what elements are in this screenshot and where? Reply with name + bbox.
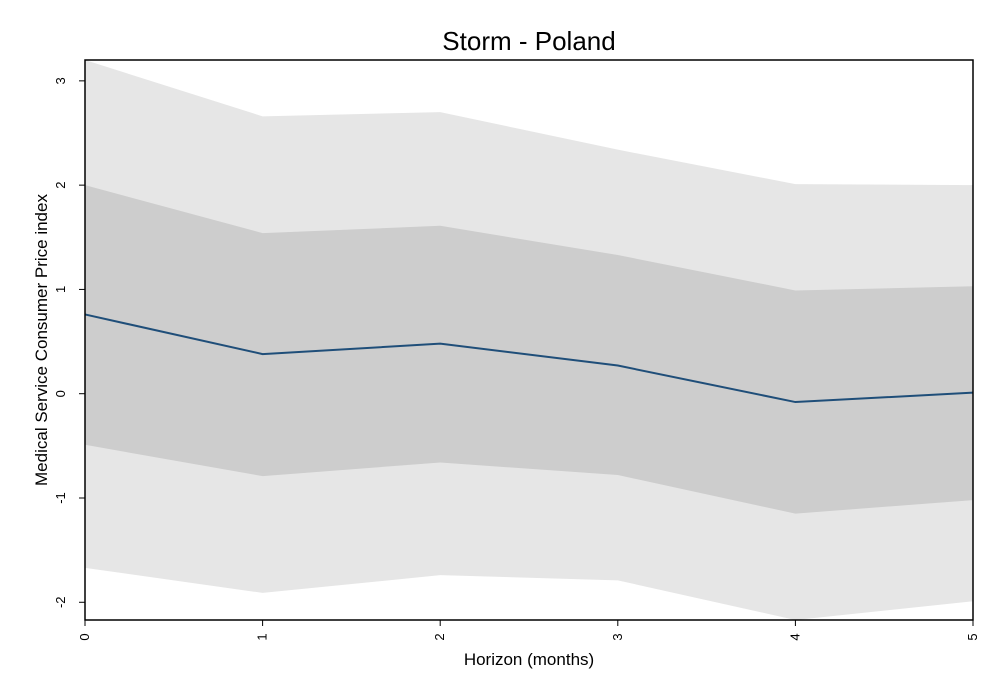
y-tick-label: 1 [53, 286, 68, 293]
x-tick-label: 4 [787, 633, 802, 640]
x-tick-label: 5 [965, 633, 980, 640]
x-tick-label: 0 [77, 633, 92, 640]
x-tick-label: 3 [610, 633, 625, 640]
y-tick-label: 3 [53, 77, 68, 84]
y-axis: -2 -1 0 1 2 3 [53, 77, 85, 608]
y-tick-label: -2 [53, 596, 68, 608]
x-tick-label: 2 [432, 633, 447, 640]
inner-confidence-band [85, 185, 973, 514]
plot-frame [84, 59, 974, 621]
point-estimate-line [84, 313, 974, 404]
y-tick-label: 2 [53, 182, 68, 189]
chart-title: Storm - Poland [442, 26, 616, 56]
x-axis: 0 1 2 3 4 5 [77, 620, 980, 641]
x-tick-label: 1 [255, 633, 270, 640]
x-axis-label: Horizon (months) [463, 650, 595, 669]
y-tick-label: 0 [53, 390, 68, 397]
y-tick-label: -1 [53, 492, 68, 504]
